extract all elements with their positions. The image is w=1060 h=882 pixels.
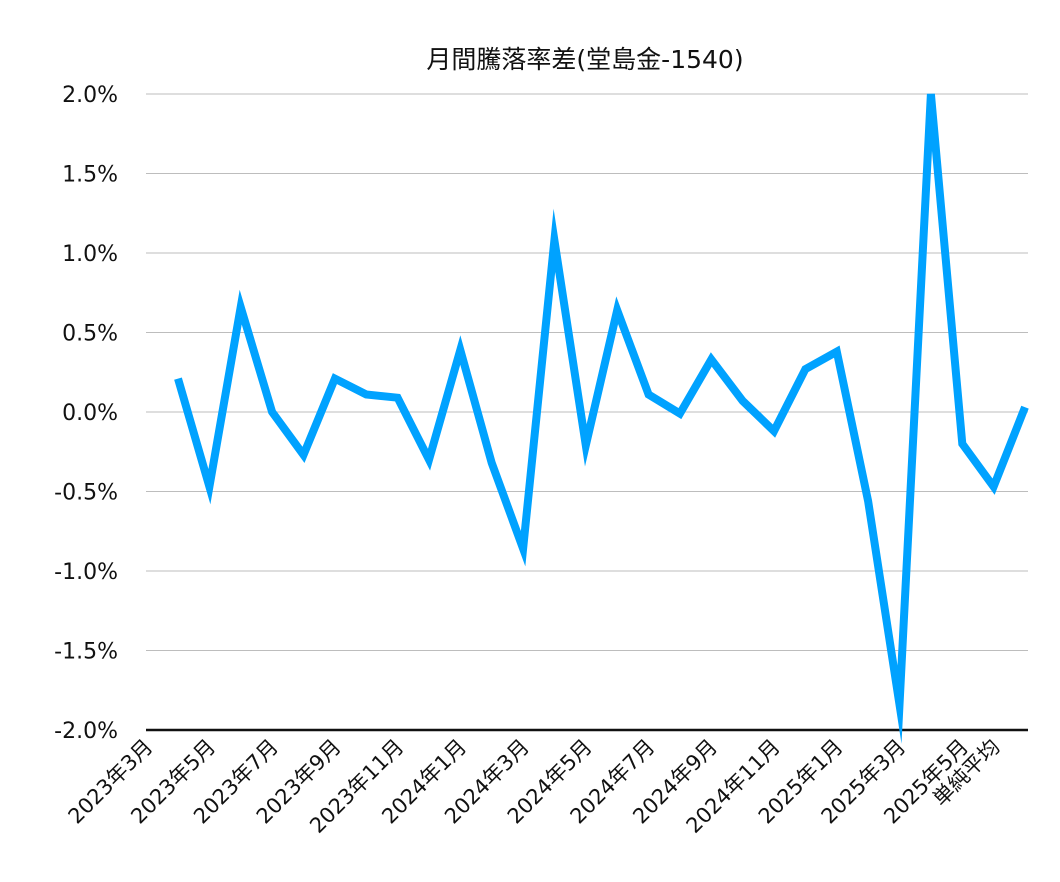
y-tick-label: 1.0% (62, 242, 118, 267)
y-tick-label: 0.0% (62, 401, 118, 426)
series-line (174, 93, 1029, 744)
y-axis-ticks: 2.0% 1.5% 1.0% 0.5% 0.0% -0.5% -1.0% -1.5% -2.0% (54, 83, 118, 744)
chart-title: 月間騰落率差(堂島金-1540) (426, 45, 744, 74)
y-tick-label: 1.5% (62, 163, 118, 188)
y-tick-label: 2.0% (62, 83, 118, 108)
gridlines (146, 93, 1028, 651)
y-tick-label: 0.5% (62, 322, 118, 347)
x-axis-ticks: 2023年3月2023年5月2023年7月2023年9月2023年11月2024… (64, 735, 1005, 838)
y-tick-label: -1.0% (54, 560, 118, 585)
y-tick-label: -0.5% (54, 481, 118, 506)
y-tick-label: -1.5% (54, 640, 118, 665)
y-tick-label: -2.0% (54, 719, 118, 744)
